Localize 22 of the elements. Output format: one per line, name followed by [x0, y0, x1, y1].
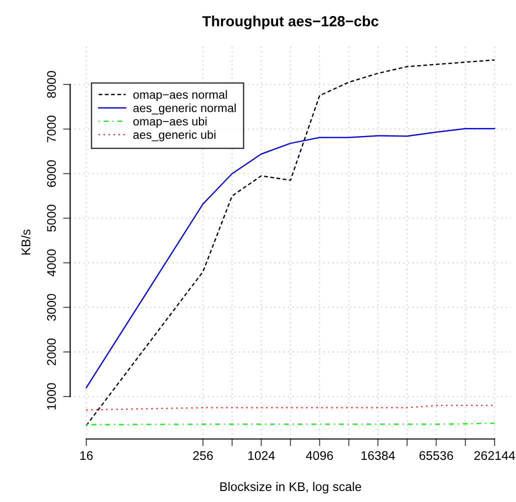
- legend-label: aes_generic normal: [133, 104, 236, 115]
- legend-label: aes_generic ubi: [133, 130, 216, 142]
- y-axis-title: KB/s: [21, 230, 30, 255]
- y-tick-label: 4000: [47, 249, 56, 276]
- x-axis-title: Blocksize in KB, log scale: [220, 482, 362, 494]
- y-tick-label: 5000: [47, 204, 56, 232]
- x-tick-label: 1024: [248, 451, 275, 460]
- x-tick-label: 16384: [361, 451, 395, 460]
- x-tick-label: 256: [193, 451, 213, 460]
- x-tick-label: 262144: [474, 451, 516, 460]
- y-tick-label: 3000: [47, 294, 56, 321]
- y-tick-label: 1000: [47, 383, 56, 410]
- legend-label: omap−aes ubi: [133, 116, 207, 128]
- x-tick-label: 4096: [306, 451, 333, 460]
- chart-title: Throughput aes−128−cbc: [202, 16, 378, 30]
- y-tick-label: 7000: [47, 116, 56, 142]
- y-tick-label: 6000: [47, 160, 56, 187]
- y-tick-label: 8000: [47, 71, 56, 98]
- x-tick-label: 65536: [420, 451, 454, 460]
- legend-label: omap−aes normal: [133, 90, 227, 102]
- x-tick-label: 16: [80, 451, 93, 460]
- y-tick-label: 2000: [47, 338, 56, 366]
